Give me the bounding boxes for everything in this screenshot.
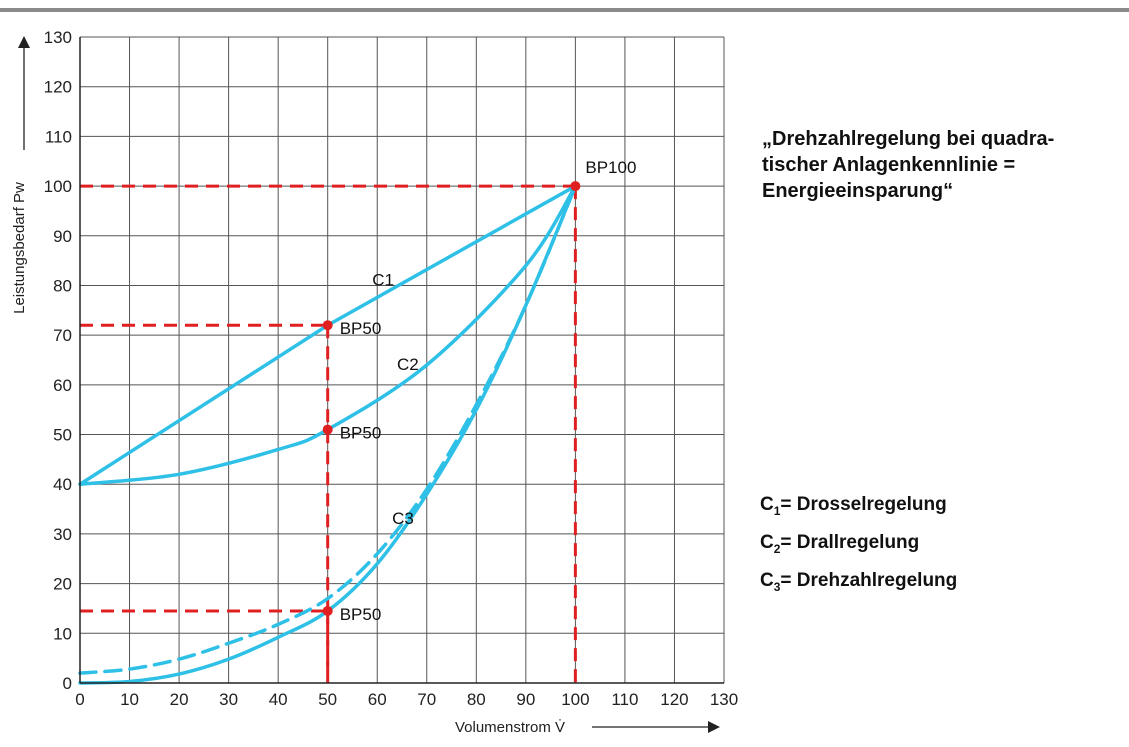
curve-c2: [78, 184, 578, 486]
point-2: [322, 424, 333, 435]
y-tick-label-4: 40: [53, 475, 72, 494]
top-rule: [0, 8, 1129, 12]
x-tick-label-10: 100: [561, 690, 589, 709]
point-label-3: BP50: [340, 605, 382, 624]
y-tick-label-3: 30: [53, 525, 72, 544]
y-tick-label-12: 120: [44, 78, 72, 97]
x-tick-label-8: 80: [467, 690, 486, 709]
legend: C1= Drosselregelung C2= Drallregelung C3…: [760, 494, 1120, 608]
chart-title: „Drehzahlregelung bei quadra- tischer An…: [762, 126, 1122, 204]
title-line-1: „Drehzahlregelung bei quadra-: [762, 128, 1055, 150]
x-tick-label-3: 30: [219, 690, 238, 709]
y-tick-label-5: 50: [53, 426, 72, 445]
curve-label-c1: C1: [372, 270, 394, 289]
x-tick-label-11: 110: [611, 690, 638, 709]
y-tick-label-6: 60: [53, 376, 72, 395]
y-tick-label-1: 10: [53, 624, 72, 643]
point-0: [570, 181, 581, 192]
y-tick-label-13: 130: [44, 28, 72, 47]
point-label-0: BP100: [585, 158, 636, 177]
point-label-2: BP50: [340, 424, 382, 443]
axes: Leistungsbedarf Pw Volumenstrom V̇: [11, 36, 724, 736]
curve-label-c3: C3: [392, 509, 414, 528]
operating-points: BP100 BP50 BP50 BP50: [322, 158, 636, 624]
x-tick-label-12: 120: [660, 690, 688, 709]
point-label-1: BP50: [340, 319, 382, 338]
x-tick-label-1: 10: [120, 690, 139, 709]
x-tick-label-6: 60: [368, 690, 387, 709]
x-tick-label-7: 70: [417, 690, 436, 709]
y-axis-arrow-head: [18, 36, 30, 48]
legend-item-c3: C3= Drehzahlregelung: [760, 570, 958, 594]
x-tick-label-0: 0: [75, 690, 84, 709]
y-tick-label-7: 70: [53, 326, 72, 345]
curve-dashed: [78, 184, 578, 675]
tick-labels: 0 10 20 30 40 50 60 70 80 90 100 110 120 130 0 10 20 30 40…: [44, 28, 739, 709]
x-tick-label-9: 90: [516, 690, 535, 709]
y-tick-label-9: 90: [53, 227, 72, 246]
x-tick-label-13: 130: [710, 690, 738, 709]
y-tick-label-2: 20: [53, 575, 72, 594]
x-tick-label-5: 50: [318, 690, 337, 709]
x-axis-arrow-head: [708, 721, 720, 733]
point-1: [322, 320, 333, 331]
reference-lines: [80, 184, 577, 683]
x-tick-label-2: 20: [170, 690, 189, 709]
title-line-2: tischer Anlagenkennlinie =: [762, 154, 1016, 176]
curve-label-c2: C2: [397, 355, 419, 374]
x-axis-label: Volumenstrom V̇: [455, 719, 565, 736]
legend-item-c2: C2= Drallregelung: [760, 532, 920, 556]
x-tick-label-4: 40: [269, 690, 288, 709]
title-line-3: Energieeinsparung“: [762, 180, 954, 202]
y-tick-label-10: 100: [44, 177, 72, 196]
y-tick-label-0: 0: [63, 674, 72, 693]
y-tick-label-11: 110: [45, 127, 72, 146]
curve-labels: C1 C2 C3: [372, 270, 419, 528]
point-3: [322, 605, 333, 616]
legend-item-c1: C1= Drosselregelung: [760, 494, 947, 518]
y-axis-label: Leistungsbedarf Pw: [11, 182, 28, 314]
y-tick-label-8: 80: [53, 276, 72, 295]
